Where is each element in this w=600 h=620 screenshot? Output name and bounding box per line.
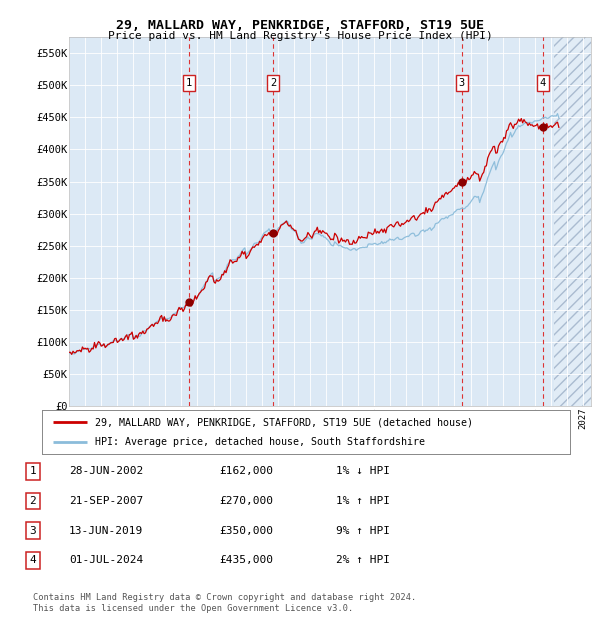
Text: 4: 4 — [539, 78, 546, 88]
Text: 28-JUN-2002: 28-JUN-2002 — [69, 466, 143, 476]
Text: 1: 1 — [186, 78, 193, 88]
Text: 29, MALLARD WAY, PENKRIDGE, STAFFORD, ST19 5UE: 29, MALLARD WAY, PENKRIDGE, STAFFORD, ST… — [116, 19, 484, 32]
Bar — [554, 37, 591, 406]
Text: 29, MALLARD WAY, PENKRIDGE, STAFFORD, ST19 5UE (detached house): 29, MALLARD WAY, PENKRIDGE, STAFFORD, ST… — [95, 417, 473, 427]
Text: 13-JUN-2019: 13-JUN-2019 — [69, 526, 143, 536]
Text: £270,000: £270,000 — [219, 496, 273, 506]
Text: 3: 3 — [29, 526, 37, 536]
Text: 9% ↑ HPI: 9% ↑ HPI — [336, 526, 390, 536]
Text: 1: 1 — [29, 466, 37, 476]
Text: Price paid vs. HM Land Registry's House Price Index (HPI): Price paid vs. HM Land Registry's House … — [107, 31, 493, 41]
Text: 2: 2 — [270, 78, 277, 88]
Text: 4: 4 — [29, 556, 37, 565]
Text: £350,000: £350,000 — [219, 526, 273, 536]
Text: 2: 2 — [29, 496, 37, 506]
Text: 1% ↓ HPI: 1% ↓ HPI — [336, 466, 390, 476]
Text: 3: 3 — [458, 78, 465, 88]
Text: £435,000: £435,000 — [219, 556, 273, 565]
Text: HPI: Average price, detached house, South Staffordshire: HPI: Average price, detached house, Sout… — [95, 437, 425, 447]
Text: 2% ↑ HPI: 2% ↑ HPI — [336, 556, 390, 565]
Text: Contains HM Land Registry data © Crown copyright and database right 2024.
This d: Contains HM Land Registry data © Crown c… — [33, 593, 416, 613]
Text: 01-JUL-2024: 01-JUL-2024 — [69, 556, 143, 565]
Bar — [554, 37, 591, 406]
Text: 1% ↑ HPI: 1% ↑ HPI — [336, 496, 390, 506]
Text: £162,000: £162,000 — [219, 466, 273, 476]
Text: 21-SEP-2007: 21-SEP-2007 — [69, 496, 143, 506]
